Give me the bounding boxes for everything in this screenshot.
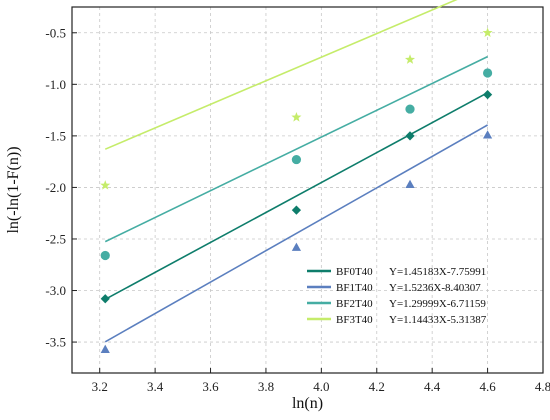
data-point-bf3t40 bbox=[100, 180, 111, 190]
data-point-bf3t40 bbox=[482, 27, 493, 38]
data-point-bf0t40 bbox=[482, 90, 493, 100]
fit-line-bf3t40 bbox=[104, 0, 458, 150]
x-tick-label: 3.4 bbox=[147, 379, 164, 394]
axis-ticks: 3.2 3.4 3.6 3.8 4.0 4.2 4.4 4.6 4.8 -0.5 -1.0 -1.5 -… bbox=[45, 25, 550, 394]
x-tick-label: 3.2 bbox=[92, 379, 108, 394]
fit-line-bf0t40 bbox=[104, 92, 488, 300]
data-markers bbox=[100, 27, 493, 353]
data-point-bf2t40 bbox=[482, 68, 493, 78]
legend-label-bf0t40: BF0T40 bbox=[336, 266, 373, 278]
y-tick-label: -3.0 bbox=[45, 283, 66, 298]
data-point-bf1t40 bbox=[482, 130, 493, 139]
x-tick-label: 3.8 bbox=[258, 379, 274, 394]
data-point-bf0t40 bbox=[405, 131, 415, 141]
x-tick-label: 4.2 bbox=[369, 379, 385, 394]
data-point-bf2t40 bbox=[405, 104, 415, 114]
x-tick-label: 4.4 bbox=[424, 379, 441, 394]
data-point-bf2t40 bbox=[100, 250, 110, 261]
fit-line-bf1t40 bbox=[104, 124, 488, 343]
y-tick-label: -1.5 bbox=[45, 128, 66, 143]
legend-equation-bf3t40: Y=1.14433X-5.31387 bbox=[389, 314, 487, 326]
fit-line-bf2t40 bbox=[104, 55, 488, 243]
y-axis-title: ln(-ln(1-F(n)) bbox=[5, 146, 22, 233]
legend: BF0T40 Y=1.45183X-7.75991 BF1T40 Y=1.5236X-… bbox=[307, 266, 487, 326]
x-tick-label: 4.6 bbox=[479, 379, 496, 394]
x-tick-label: 4.8 bbox=[535, 379, 550, 394]
data-point-bf1t40 bbox=[100, 344, 110, 353]
data-point-bf0t40 bbox=[100, 294, 110, 304]
legend-label-bf3t40: BF3T40 bbox=[336, 314, 373, 326]
data-point-bf1t40 bbox=[291, 242, 302, 251]
plot-frame bbox=[71, 6, 544, 374]
data-point-bf2t40 bbox=[291, 154, 302, 165]
legend-label-bf1t40: BF1T40 bbox=[336, 282, 373, 294]
y-tick-label: -2.0 bbox=[45, 180, 66, 195]
y-tick-label: -2.5 bbox=[45, 231, 66, 246]
data-point-bf0t40 bbox=[291, 205, 302, 215]
y-tick-label: -3.5 bbox=[45, 335, 66, 350]
x-tick-label: 4.0 bbox=[313, 379, 329, 394]
legend-equation-bf2t40: Y=1.29999X-6.71159 bbox=[389, 298, 486, 310]
legend-label-bf2t40: BF2T40 bbox=[336, 298, 373, 310]
fit-lines bbox=[104, 0, 488, 343]
y-tick-label: -1.0 bbox=[45, 77, 66, 92]
legend-equation-bf1t40: Y=1.5236X-8.40307 bbox=[389, 282, 481, 294]
data-point-bf1t40 bbox=[405, 179, 415, 189]
data-point-bf3t40 bbox=[291, 112, 302, 122]
legend-equation-bf0t40: Y=1.45183X-7.75991 bbox=[389, 266, 486, 278]
x-axis-title: ln(n) bbox=[292, 395, 323, 412]
y-tick-label: -0.5 bbox=[45, 25, 66, 40]
x-tick-label: 3.6 bbox=[202, 379, 219, 394]
data-point-bf3t40 bbox=[404, 54, 416, 64]
